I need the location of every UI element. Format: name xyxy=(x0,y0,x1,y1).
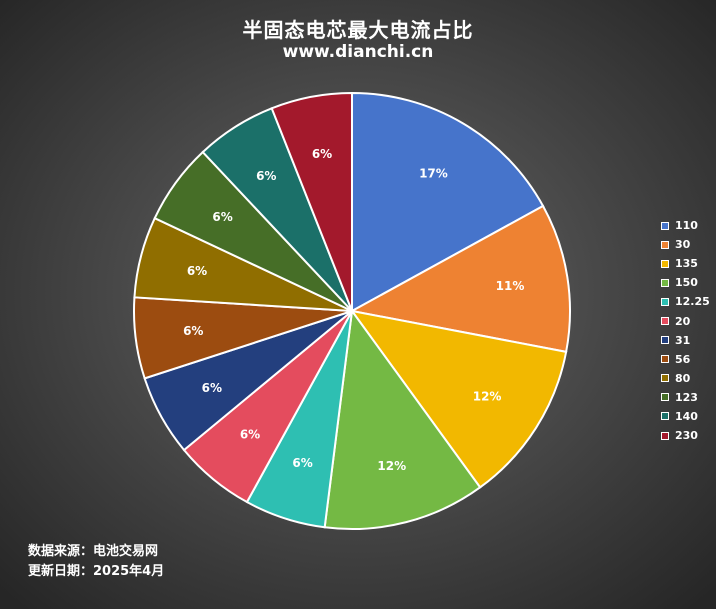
legend-swatch xyxy=(661,317,669,326)
legend-item-230: 230 xyxy=(661,426,710,445)
legend-item-80: 80 xyxy=(661,369,710,388)
data-label-80: 6% xyxy=(187,264,207,278)
legend-label: 20 xyxy=(675,314,691,328)
legend-item-30: 30 xyxy=(661,235,710,254)
legend-label: 123 xyxy=(675,390,698,404)
legend-item-12.25: 12.25 xyxy=(661,292,710,311)
legend-label: 30 xyxy=(675,238,691,252)
legend-swatch xyxy=(661,393,669,402)
legend-label: 230 xyxy=(675,429,698,443)
legend-item-110: 110 xyxy=(661,216,710,235)
legend-swatch xyxy=(661,240,669,249)
data-label-20: 6% xyxy=(240,427,260,441)
chart-subtitle: www.dianchi.cn xyxy=(282,42,434,62)
pie-slice-135 xyxy=(349,309,568,489)
legend-swatch xyxy=(661,259,669,268)
data-label-31: 6% xyxy=(202,381,222,395)
legend-swatch xyxy=(661,374,669,383)
legend-swatch xyxy=(661,221,669,230)
legend-label: 150 xyxy=(675,276,698,290)
data-label-30: 11% xyxy=(496,279,525,293)
legend-item-56: 56 xyxy=(661,350,710,369)
legend-item-135: 135 xyxy=(661,254,710,273)
legend-label: 80 xyxy=(675,371,691,385)
legend-item-150: 150 xyxy=(661,273,710,292)
pie-slice-30 xyxy=(349,204,571,354)
legend-label: 31 xyxy=(675,333,691,347)
chart-title: 半固态电芯最大电流占比 xyxy=(242,18,474,42)
legend-swatch xyxy=(661,355,669,364)
update-date-note: 更新日期：2025年4月 xyxy=(28,564,165,579)
data-label-56: 6% xyxy=(183,324,203,338)
data-label-110: 17% xyxy=(419,166,448,180)
legend-swatch xyxy=(661,336,669,345)
data-label-123: 6% xyxy=(212,210,232,224)
legend-item-31: 31 xyxy=(661,331,710,350)
legend-item-20: 20 xyxy=(661,311,710,330)
data-label-135: 12% xyxy=(473,390,502,404)
legend-label: 56 xyxy=(675,352,691,366)
chart-legend: 110 30 135 150 12.25 20 31 56 80 123 140 230 xyxy=(661,216,710,445)
legend-swatch xyxy=(661,297,669,306)
pie-slice-110 xyxy=(351,91,545,313)
data-label-12.25: 6% xyxy=(292,456,312,470)
legend-label: 12.25 xyxy=(675,295,710,309)
data-label-150: 12% xyxy=(377,459,406,473)
data-source-note: 数据来源：电池交易网 xyxy=(28,544,159,559)
pie-slice-150 xyxy=(323,308,482,530)
data-label-230: 6% xyxy=(312,147,332,161)
data-label-140: 6% xyxy=(256,169,276,183)
legend-swatch xyxy=(661,412,669,421)
legend-label: 135 xyxy=(675,257,698,271)
legend-swatch xyxy=(661,431,669,440)
pie-slice-230 xyxy=(270,91,353,312)
legend-label: 140 xyxy=(675,409,698,423)
legend-item-123: 123 xyxy=(661,388,710,407)
legend-item-140: 140 xyxy=(661,407,710,426)
legend-label: 110 xyxy=(675,219,698,233)
legend-swatch xyxy=(661,278,669,287)
